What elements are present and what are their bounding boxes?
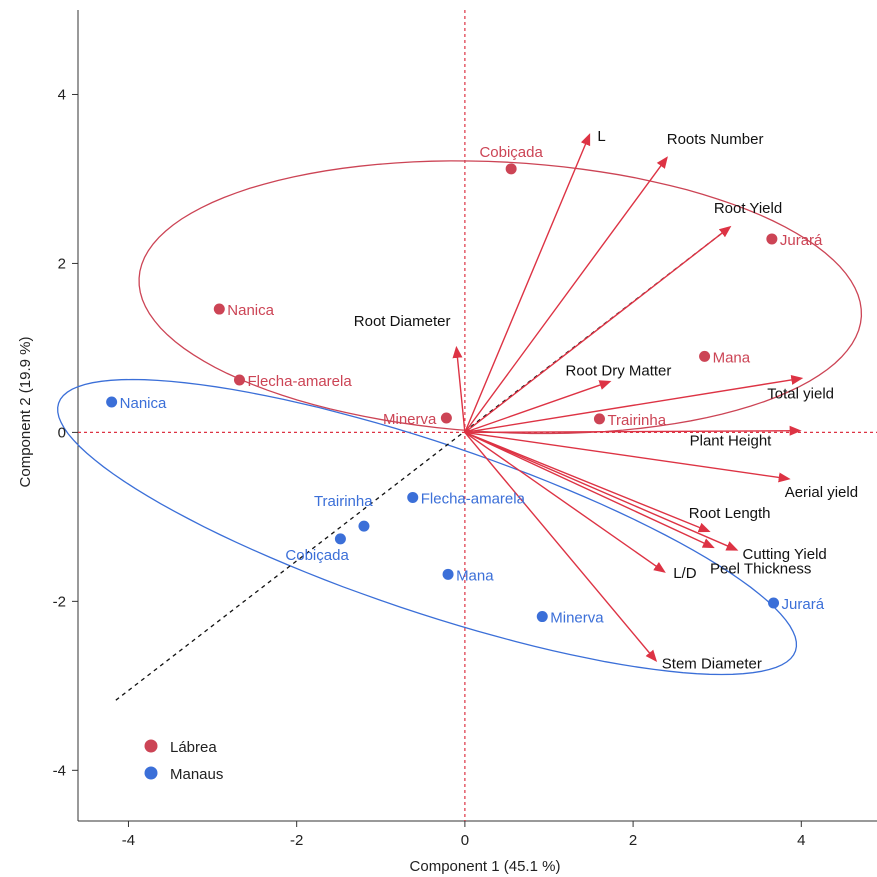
labrea-point	[440, 412, 452, 424]
manaus-point-label: Mana	[456, 567, 494, 584]
labrea-point	[699, 350, 711, 362]
labrea-point	[213, 303, 225, 315]
labrea-point-label: Flecha-amarela	[247, 373, 352, 390]
loading-vectors: L Roots Number Root Yield Root Diameter Root…	[354, 128, 858, 672]
loading-label: Root Yield	[714, 200, 782, 217]
manaus-point-label: Trairinha	[314, 493, 373, 510]
loading-arrow	[464, 431, 715, 549]
legend-marker	[144, 766, 158, 780]
labrea-point-label: Mana	[713, 349, 751, 366]
x-tick-label: 0	[461, 832, 469, 849]
x-tick-label: -4	[122, 832, 135, 849]
manaus-point	[358, 520, 370, 532]
x-tick-label: -2	[290, 832, 303, 849]
loading-arrow	[452, 345, 466, 433]
y-tick-label: 2	[58, 255, 66, 272]
loading-label: Total yield	[767, 385, 834, 402]
plot-frame	[77, 10, 877, 822]
loading-arrow	[464, 425, 802, 436]
x-axis-title: Component 1 (45.1 %)	[410, 858, 561, 875]
labrea-point-label: Jurará	[780, 232, 823, 249]
loading-label: L/D	[673, 565, 697, 582]
loading-arrow	[464, 431, 791, 483]
loading-arrow	[464, 225, 732, 433]
manaus-point	[106, 396, 118, 408]
manaus-point	[407, 491, 419, 503]
legend-marker	[144, 739, 158, 753]
loading-label: Cutting Yield	[743, 546, 827, 563]
legend: Lábrea Manaus	[144, 739, 223, 783]
score-points: Cobiçada Jurará Nanica Mana Flecha-amarela Mi…	[106, 144, 825, 627]
zero-guides	[78, 10, 877, 821]
y-tick-label: 0	[58, 424, 66, 441]
manaus-point	[768, 597, 780, 609]
x-tick-label: 4	[797, 832, 805, 849]
labrea-point-label: Cobiçada	[479, 144, 543, 161]
loading-label: Stem Diameter	[662, 655, 762, 672]
y-axis-title: Component 2 (19.9 %)	[17, 337, 34, 488]
dashed-axis-line	[115, 226, 731, 701]
labrea-point	[766, 233, 778, 245]
loading-arrow	[464, 431, 658, 663]
loading-arrow	[464, 156, 668, 433]
ellipse-manaus	[57, 378, 798, 676]
x-tick-label: 2	[629, 832, 637, 849]
labrea-point-label: Minerva	[383, 411, 437, 428]
loading-label: Plant Height	[690, 433, 773, 450]
manaus-point-label: Cobiçada	[285, 547, 349, 564]
loading-arrow	[464, 431, 711, 533]
loading-arrow	[464, 133, 591, 433]
loading-arrow	[464, 380, 612, 434]
manaus-point	[442, 568, 454, 580]
manaus-point-label: Jurará	[782, 596, 825, 613]
loading-label: Root Dry Matter	[566, 363, 672, 380]
manaus-point	[536, 611, 548, 623]
labrea-point	[233, 374, 245, 386]
loading-arrow	[464, 431, 739, 551]
labrea-point	[593, 413, 605, 425]
y-tick-label: -2	[53, 593, 66, 610]
labrea-point-label: Trairinha	[607, 412, 666, 429]
loading-label: Root Length	[689, 505, 771, 522]
manaus-point	[334, 533, 346, 545]
loading-arrow	[464, 431, 666, 573]
dashed-reference-line	[115, 226, 731, 701]
loading-label: Roots Number	[667, 131, 764, 148]
group-ellipses	[57, 160, 863, 676]
ellipse-labrea	[138, 160, 863, 435]
loading-label: Aerial yield	[785, 484, 858, 501]
labrea-point	[505, 163, 517, 175]
y-tick-label: -4	[53, 762, 66, 779]
loading-arrow	[464, 374, 804, 434]
loading-label: Peel Thickness	[710, 560, 811, 577]
legend-label: Lábrea	[170, 739, 217, 756]
legend-label: Manaus	[170, 766, 223, 783]
axes: -4 -2 0 2 4 -4 -2 0 2 4	[53, 86, 806, 849]
y-tick-label: 4	[58, 86, 66, 103]
manaus-point-label: Minerva	[550, 610, 604, 627]
manaus-point-label: Nanica	[120, 395, 167, 412]
loading-label: Root Diameter	[354, 313, 451, 330]
loading-label: L	[597, 128, 605, 145]
manaus-point-label: Flecha-amarela	[421, 490, 526, 507]
labrea-point-label: Nanica	[227, 302, 274, 319]
